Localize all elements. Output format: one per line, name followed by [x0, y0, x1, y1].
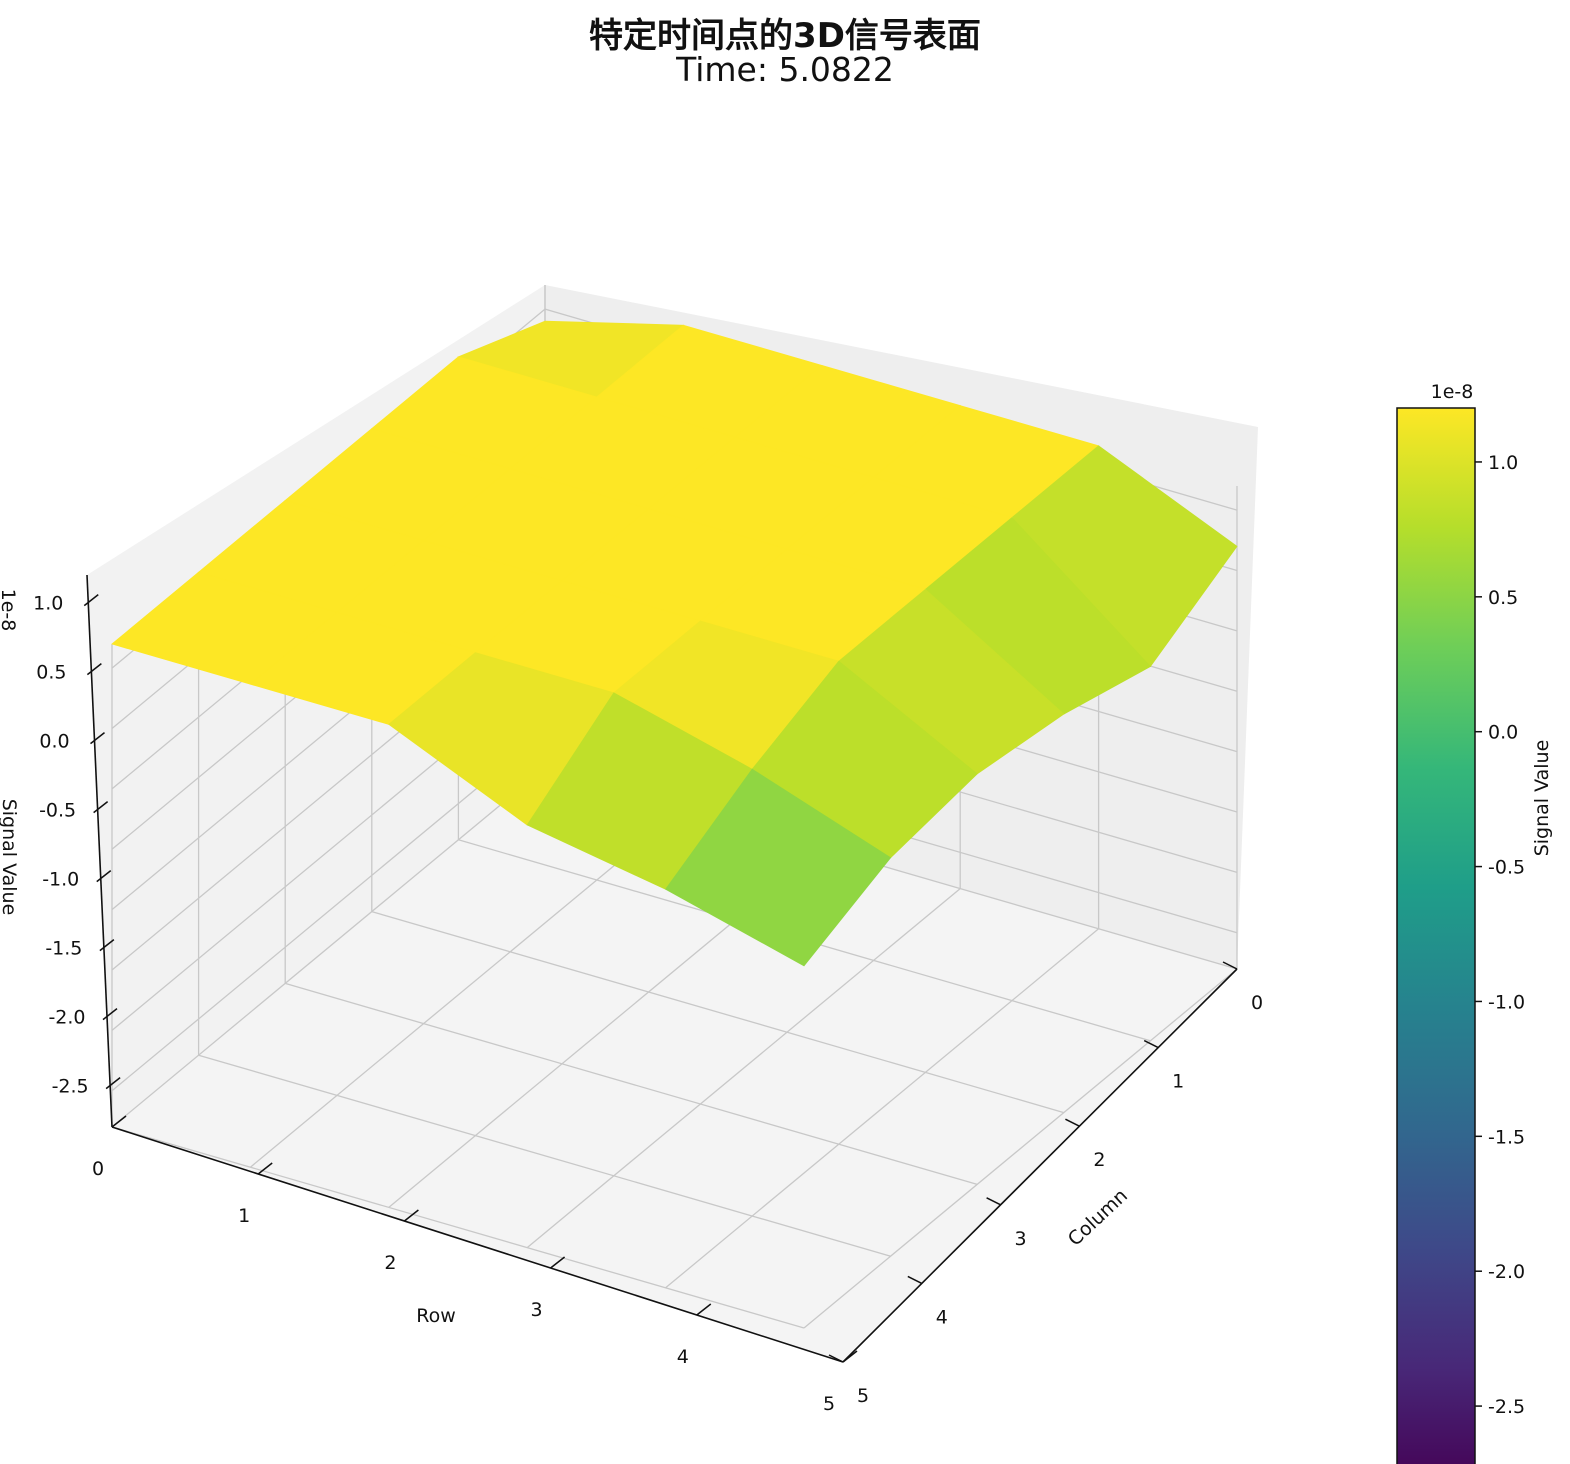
colorbar-gradient — [1396, 407, 1476, 1464]
z-tick-6 — [86, 663, 102, 676]
colorbar-offset-label: 1e-8 — [1431, 381, 1474, 403]
colorbar-tick-label-3: -1.0 — [1488, 991, 1525, 1013]
z-tick-5 — [90, 732, 105, 745]
colorbar-tick-label-1: -2.0 — [1488, 1261, 1525, 1283]
z-tick-2 — [99, 939, 115, 952]
floor-grid-row-2 — [371, 910, 1064, 1114]
row-tick-3 — [550, 1256, 566, 1269]
column-axis-line — [842, 968, 1238, 1363]
surface-patch-r4-c4 — [665, 768, 892, 967]
column-tick-4 — [907, 1275, 923, 1285]
column-tick-label-3: 3 — [1015, 1228, 1027, 1250]
colorbar-tick-label-4: -0.5 — [1488, 857, 1525, 879]
colorbar-tick-label-2: -1.5 — [1488, 1126, 1525, 1148]
colorbar-ticks: -2.5 -2.0 -1.5 -1.0 -0.5 0.0 0.5 1.0 — [1475, 452, 1525, 1418]
floor-grid-col-1 — [249, 807, 684, 1168]
surface — [111, 320, 1238, 967]
column-tick-2 — [1065, 1118, 1080, 1127]
z-tick-4 — [93, 801, 109, 814]
column-tick-1 — [1143, 1039, 1159, 1049]
column-tick-label-2: 2 — [1093, 1149, 1105, 1171]
row-tick-label-5: 5 — [823, 1393, 835, 1415]
axes — [86, 574, 1238, 1363]
floor-grid-row-3 — [285, 982, 978, 1186]
floor-grid-row-4 — [198, 1054, 891, 1257]
row-tick-0 — [111, 1115, 127, 1128]
z-tick-3 — [96, 870, 112, 883]
z-tick-label-1: -2.0 — [48, 1007, 85, 1029]
chart-title: 特定时间点的3D信号表面 — [589, 16, 981, 56]
z-tick-label-3: -1.0 — [42, 869, 79, 891]
z-tick-label-6: 0.5 — [36, 662, 66, 684]
colorbar-tick-label-7: 1.0 — [1488, 452, 1518, 474]
row-tick-2 — [403, 1209, 419, 1222]
floor-grid-col-4 — [665, 928, 1100, 1289]
row-tick-label-3: 3 — [531, 1299, 543, 1321]
column-tick-label-4: 4 — [936, 1306, 948, 1328]
z-tick-label-4: -0.5 — [39, 800, 76, 822]
chart-subtitle: Time: 5.0822 — [676, 50, 894, 89]
z-tick-0 — [105, 1077, 121, 1090]
column-tick-label-0: 0 — [1251, 992, 1263, 1014]
z-tick-label-5: 0.0 — [39, 731, 69, 753]
column-tick-3 — [986, 1197, 1001, 1206]
colorbar-tick-label-6: 0.5 — [1488, 587, 1518, 609]
colorbar: 1e-8 -2.5 -2.0 -1.5 -1.0 -0.5 0.0 0.5 1.0 Signa… — [1396, 381, 1553, 1464]
floor-grid-row-5 — [111, 1126, 805, 1329]
ticks: 0 1 2 3 4 5 0 1 2 3 4 5 -2.5 -2.0 -1.5 -1.0 -0.5 0.0 0.5 1.… — [33, 593, 1263, 1415]
floor-pane — [112, 768, 1237, 1362]
row-tick-label-2: 2 — [384, 1252, 396, 1274]
row-tick-5 — [842, 1350, 858, 1363]
column-tick-0 — [1222, 961, 1238, 970]
z-tick-1 — [102, 1008, 118, 1021]
row-tick-4 — [696, 1303, 712, 1316]
column-tick-label-5: 5 — [857, 1385, 869, 1407]
column-axis-label: Column — [1064, 1185, 1132, 1251]
row-axis-line — [111, 1126, 844, 1363]
z-tick-label-2: -1.5 — [45, 938, 82, 960]
column-tick-label-1: 1 — [1172, 1071, 1184, 1093]
colorbar-tick-label-0: -2.5 — [1488, 1396, 1525, 1418]
z-offset-label: 1e-8 — [0, 589, 19, 632]
colorbar-tick-label-5: 0.0 — [1488, 722, 1518, 744]
z-axis-label: Signal Value — [0, 799, 20, 916]
z-tick-7 — [83, 594, 99, 607]
z-axis-line — [86, 574, 113, 1128]
z-tick-label-7: 1.0 — [33, 593, 63, 615]
row-tick-label-1: 1 — [238, 1205, 250, 1227]
column-tick-5 — [828, 1354, 844, 1363]
colorbar-label: Signal Value — [1531, 740, 1553, 857]
row-tick-1 — [257, 1162, 273, 1175]
row-axis-label: Row — [416, 1305, 456, 1327]
row-tick-label-4: 4 — [677, 1346, 689, 1368]
floor-grid-col-0 — [111, 767, 546, 1128]
floor-grid-col-5 — [803, 968, 1238, 1329]
z-tick-label-0: -2.5 — [52, 1076, 89, 1098]
floor-grid-col-3 — [526, 888, 961, 1249]
row-tick-label-0: 0 — [92, 1158, 104, 1180]
